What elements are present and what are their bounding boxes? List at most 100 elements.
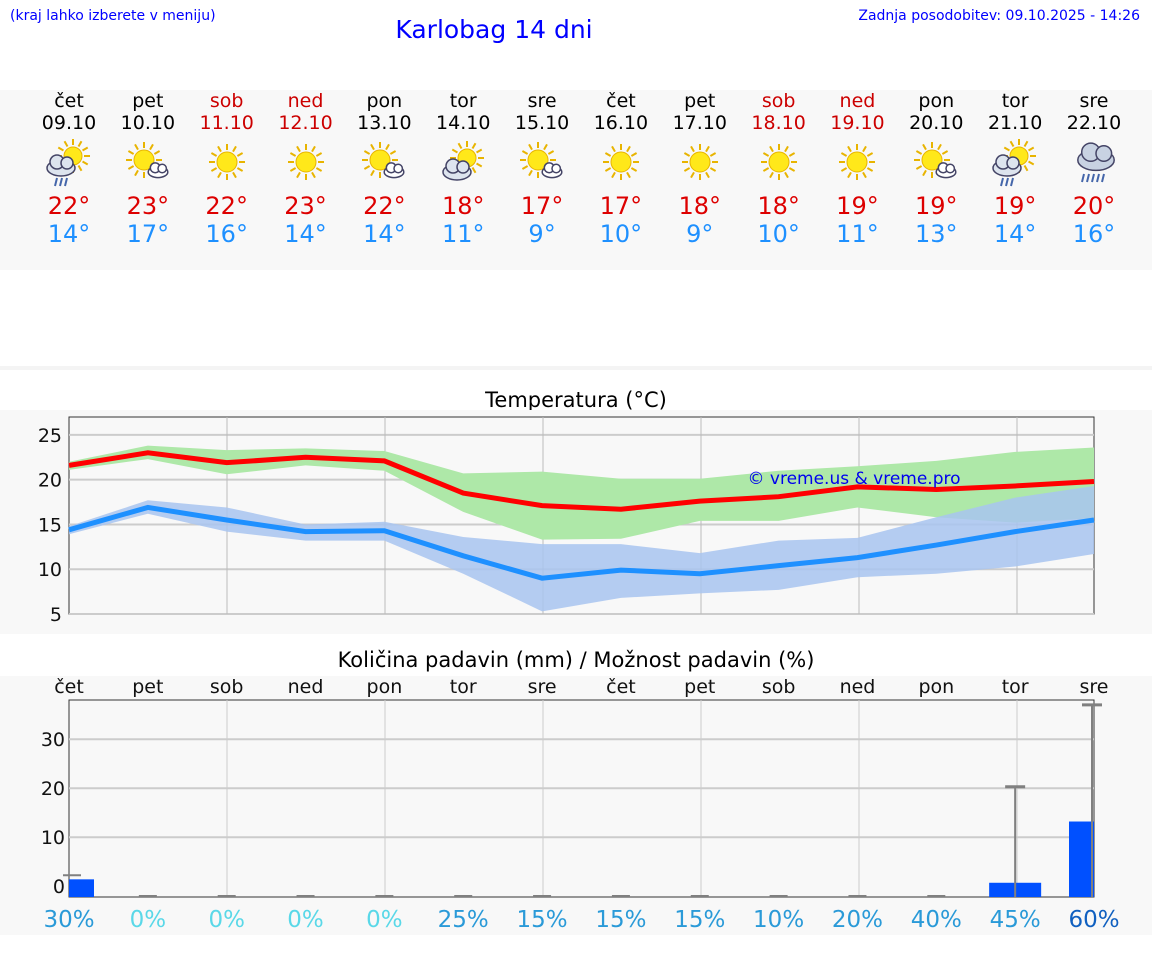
day-label: čet	[606, 676, 636, 698]
day-label: sre	[1080, 676, 1109, 698]
y-tick-label: 10	[41, 827, 65, 849]
precip-probability: 10%	[753, 907, 804, 933]
min-temp: 9°	[686, 220, 714, 248]
sun-icon	[602, 144, 639, 180]
day-name: sre	[527, 90, 557, 112]
precip-probability: 25%	[438, 907, 489, 933]
temp-chart-title: Temperatura (°C)	[485, 388, 667, 412]
location-hint: (kraj lahko izberete v meniju)	[10, 8, 216, 24]
day-label: sob	[210, 676, 244, 698]
daily-forecast-strip: čet 09.10 22° 14° pet 10.10 23° 17° sob 11.10 22° 1…	[0, 90, 1152, 270]
day-label: pon	[367, 676, 403, 698]
day-date: 22.10	[1066, 112, 1122, 134]
day-forecast: sob 18.10 18° 10°	[739, 90, 819, 248]
max-temp: 22°	[47, 192, 91, 220]
day-date: 16.10	[593, 112, 649, 134]
min-temp: 16°	[205, 220, 248, 248]
precip-probability: 15%	[517, 907, 568, 933]
day-date: 19.10	[830, 112, 885, 134]
precip-bar	[69, 879, 94, 897]
sun-small-cloud-icon	[914, 142, 957, 179]
day-label: tor	[1002, 676, 1029, 698]
sun-cloud-rain-icon	[46, 139, 90, 187]
day-name: ned	[287, 90, 324, 112]
day-date: 12.10	[278, 112, 333, 134]
day-date: 20.10	[909, 112, 964, 134]
min-temp: 10°	[757, 220, 800, 248]
sun-icon	[760, 144, 797, 180]
day-name: tor	[1001, 90, 1029, 112]
precip-probability: 60%	[1068, 907, 1119, 933]
precip-probability: 40%	[911, 907, 962, 933]
watermark: © vreme.us & vreme.pro	[747, 469, 960, 489]
day-label: sob	[762, 676, 796, 698]
day-forecast: pet 17.10 18° 9°	[660, 90, 740, 248]
min-temp: 14°	[47, 220, 91, 248]
day-name: sre	[1079, 90, 1109, 112]
day-forecast: tor 14.10 18° 11°	[423, 90, 503, 248]
day-label: ned	[840, 676, 876, 698]
y-tick-label: 15	[38, 514, 62, 536]
min-temp: 10°	[599, 220, 643, 248]
y-tick-label: 0	[53, 876, 65, 898]
sun-icon	[681, 144, 718, 180]
precip-probability: 20%	[832, 907, 883, 933]
precip-chart-panel: čet pet sob ned pon tor sre čet pet sob ned pon tor s…	[0, 676, 1152, 935]
day-date: 17.10	[672, 112, 727, 134]
min-temp: 11°	[441, 220, 485, 248]
sun-small-cloud-icon	[125, 142, 169, 179]
max-temp: 17°	[599, 192, 643, 220]
max-temp: 22°	[205, 192, 248, 220]
min-temp: 9°	[528, 220, 556, 248]
sun-cloud-rain-icon	[992, 139, 1037, 187]
precip-probability: 30%	[43, 907, 94, 933]
day-name: čet	[54, 90, 84, 112]
precip-probability: 15%	[674, 907, 725, 933]
day-forecast: ned 19.10 19° 11°	[817, 90, 897, 248]
y-tick-label: 10	[38, 559, 62, 581]
day-forecast: sob 11.10 22° 16°	[187, 90, 267, 248]
cloud-rain-icon	[1077, 142, 1115, 183]
day-name: tor	[449, 90, 477, 112]
max-temp: 23°	[284, 192, 327, 220]
y-tick-label: 25	[38, 425, 62, 447]
max-temp: 17°	[520, 192, 564, 220]
min-temp: 14°	[363, 220, 406, 248]
max-temp-range-band	[69, 445, 1094, 540]
day-name: pon	[918, 90, 955, 112]
precip-probability: 0%	[130, 907, 167, 933]
day-date: 14.10	[436, 112, 491, 134]
min-temp: 17°	[126, 220, 170, 248]
day-date: 15.10	[514, 112, 570, 134]
temperature-chart-panel: 5 10 15 20 25 © vreme.us & vreme.pro	[0, 410, 1152, 634]
day-label: čet	[54, 676, 84, 698]
day-date: 13.10	[357, 112, 412, 134]
precip-bar	[1069, 821, 1094, 897]
min-temp-line	[68, 504, 1095, 581]
max-temp: 18°	[678, 192, 722, 220]
day-label: sre	[528, 676, 557, 698]
y-tick-label: 20	[38, 470, 62, 492]
day-label: pet	[132, 676, 163, 698]
day-name: pet	[684, 90, 716, 112]
precip-probability: 0%	[366, 907, 403, 933]
day-name: ned	[839, 90, 876, 112]
precip-chart-title: Količina padavin (mm) / Možnost padavin …	[337, 648, 815, 672]
day-forecast: tor 21.10 19° 14°	[975, 90, 1055, 248]
day-forecast: čet 16.10 17° 10°	[581, 90, 661, 248]
precip-probability: 0%	[287, 907, 324, 933]
sun-small-cloud-icon	[520, 142, 563, 179]
y-tick-label: 5	[50, 604, 62, 626]
y-tick-label: 20	[41, 778, 65, 800]
plot-area	[68, 699, 1095, 898]
max-temp: 19°	[993, 192, 1037, 220]
max-temp: 22°	[363, 192, 406, 220]
max-temp: 18°	[441, 192, 485, 220]
max-temp: 19°	[915, 192, 958, 220]
day-forecast: pon 20.10 19° 13°	[896, 90, 976, 248]
min-temp: 14°	[993, 220, 1037, 248]
day-date: 09.10	[41, 112, 97, 134]
min-temp: 14°	[284, 220, 327, 248]
sun-icon	[208, 144, 245, 180]
day-forecast: pet 10.10 23° 17°	[108, 90, 188, 248]
